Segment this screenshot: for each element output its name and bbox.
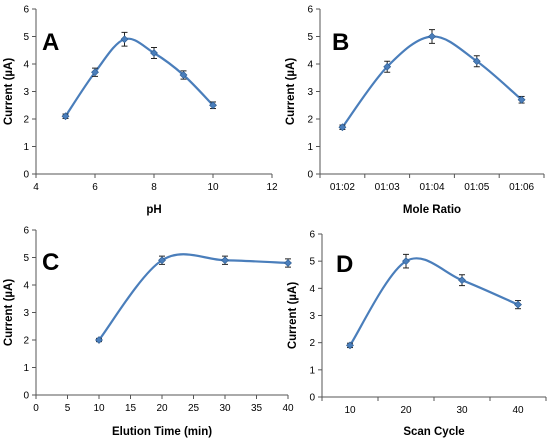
data-point xyxy=(120,35,129,44)
x-tick-label: 40 xyxy=(282,403,294,414)
x-tick-label: 5 xyxy=(65,403,71,414)
x-tick-label: 15 xyxy=(125,403,137,414)
panel-letter: A xyxy=(42,29,59,56)
data-point xyxy=(402,257,410,266)
x-tick-label: 01:03 xyxy=(375,182,400,193)
x-tick-label: 10 xyxy=(207,182,219,193)
x-tick-label: 0 xyxy=(33,403,39,414)
data-point xyxy=(179,71,188,79)
x-tick-label: 30 xyxy=(219,403,231,414)
x-tick-label: 01:06 xyxy=(509,182,534,193)
data-point xyxy=(472,57,481,66)
y-tick-label: 6 xyxy=(307,5,313,16)
x-tick-label: 30 xyxy=(456,405,468,416)
y-tick-label: 5 xyxy=(309,257,315,268)
data-point xyxy=(517,95,526,104)
data-point xyxy=(221,256,229,265)
data-point xyxy=(95,336,103,344)
y-tick-label: 1 xyxy=(23,142,29,153)
data-point xyxy=(383,62,392,71)
x-tick-label: 20 xyxy=(156,403,168,414)
y-axis-title: Current (µA) xyxy=(287,282,299,349)
x-axis-title: Mole Ratio xyxy=(403,204,461,216)
y-tick-label: 5 xyxy=(23,32,29,43)
y-tick-label: 0 xyxy=(23,391,29,402)
series-line xyxy=(98,253,289,341)
y-tick-label: 2 xyxy=(23,115,29,126)
y-tick-label: 3 xyxy=(23,87,29,98)
x-axis-title: Elution Time (min) xyxy=(112,426,212,438)
y-tick-label: 0 xyxy=(309,393,315,404)
panel-b: 0 1 2 3 4 5 6 01:02 01:03 01:04 01:05 01:06 Mole Rat… xyxy=(285,5,545,216)
series-line xyxy=(349,257,519,346)
y-tick-label: 6 xyxy=(309,230,315,241)
x-tick-label: 01:04 xyxy=(419,182,444,193)
data-point xyxy=(514,300,522,309)
x-tick-label: 01:05 xyxy=(464,182,489,193)
y-tick-label: 1 xyxy=(309,365,315,376)
x-tick-label: 20 xyxy=(400,405,412,416)
y-tick-label: 2 xyxy=(309,338,315,349)
panel-letter: C xyxy=(42,249,59,276)
y-tick-label: 3 xyxy=(309,311,315,322)
data-point xyxy=(428,32,436,41)
data-point xyxy=(284,259,292,267)
y-tick-label: 6 xyxy=(23,5,29,16)
x-tick-label: 25 xyxy=(188,403,200,414)
panel-letter: D xyxy=(336,251,353,278)
y-tick-label: 1 xyxy=(23,363,29,374)
x-tick-label: 12 xyxy=(266,182,278,193)
data-point xyxy=(158,256,166,265)
y-axis-title: Current (µA) xyxy=(3,279,15,346)
x-tick-label: 10 xyxy=(93,403,105,414)
x-axis-title: Scan Cycle xyxy=(403,426,464,438)
y-tick-label: 3 xyxy=(23,308,29,319)
y-tick-label: 0 xyxy=(23,170,29,181)
y-tick-label: 4 xyxy=(23,60,29,71)
data-point xyxy=(338,123,347,132)
series-line xyxy=(64,37,214,117)
x-tick-label: 01:02 xyxy=(330,182,355,193)
x-tick-label: 10 xyxy=(344,405,356,416)
y-axis-title: Current (µA) xyxy=(3,58,15,125)
x-tick-label: 35 xyxy=(251,403,263,414)
y-axis-title: Current (µA) xyxy=(285,58,297,125)
y-tick-label: 4 xyxy=(23,281,29,292)
panel-c: 0 1 2 3 4 5 6 0 5 10 15 20 25 30 35 40 Elution Time (min… xyxy=(3,226,294,439)
y-tick-label: 5 xyxy=(307,32,313,43)
y-tick-label: 2 xyxy=(307,115,313,126)
y-tick-label: 2 xyxy=(23,336,29,347)
y-tick-label: 3 xyxy=(307,87,313,98)
data-point xyxy=(458,276,466,285)
panel-letter: B xyxy=(332,29,349,56)
y-tick-label: 6 xyxy=(23,226,29,237)
y-tick-label: 4 xyxy=(309,284,315,295)
data-point xyxy=(61,112,70,121)
data-point xyxy=(346,341,354,350)
data-point xyxy=(150,49,158,57)
x-tick-label: 4 xyxy=(33,182,39,193)
x-tick-label: 8 xyxy=(151,182,157,193)
series-line xyxy=(341,35,523,128)
y-tick-label: 5 xyxy=(23,253,29,264)
data-point xyxy=(209,101,217,110)
x-tick-label: 6 xyxy=(92,182,98,193)
y-tick-label: 4 xyxy=(307,60,313,71)
y-tick-label: 0 xyxy=(307,170,313,181)
x-axis-title: pH xyxy=(146,204,161,216)
y-tick-label: 1 xyxy=(307,142,313,153)
x-tick-label: 40 xyxy=(512,405,524,416)
data-point xyxy=(91,68,99,77)
panel-d: 0 1 2 3 4 5 6 10 20 30 40 Scan Cycle Current (µA) D xyxy=(287,230,547,438)
